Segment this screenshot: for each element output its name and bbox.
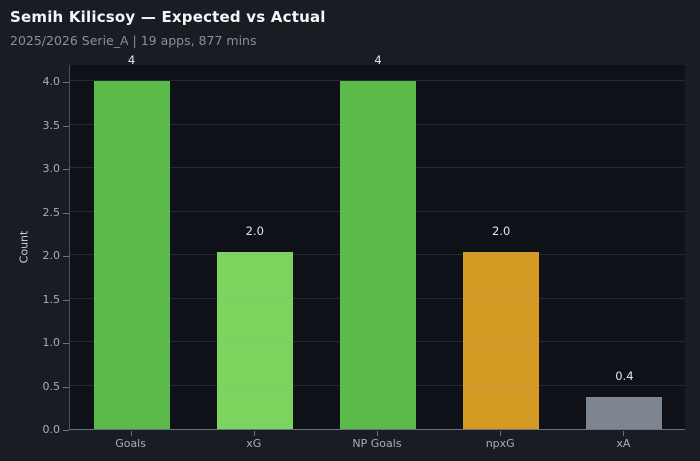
bar-value-label: 2.0 [245,223,264,238]
y-tick-mark [63,256,69,258]
gridline [70,80,685,82]
bar-value-label: 2.0 [492,223,511,238]
y-tick-label: 0.0 [42,423,61,436]
bar-value-label: 0.4 [615,368,634,383]
y-tick-mark [63,299,69,301]
x-tick-label-goals: Goals [115,437,146,450]
x-tick-mark [500,431,502,436]
y-tick-mark [63,125,69,127]
x-tick-label-xg: xG [246,437,262,450]
x-tick-label-npxg: npxG [485,437,515,450]
y-tick-label: 1.5 [42,292,61,306]
x-tick-mark [130,431,132,436]
y-tick-label: 4.0 [42,75,61,89]
bar-goals [93,81,170,429]
x-tick-label-xa: xA [616,437,631,450]
chart-title: Semih Kilicsoy — Expected vs Actual [10,8,326,26]
y-tick-mark [63,169,69,171]
gridline [70,384,685,386]
y-tick-label: 2.5 [42,205,61,219]
bar-xa [586,396,663,429]
bar-value-label: 4 [374,53,382,68]
bar-npxg [463,251,540,429]
y-tick-label: 3.0 [42,162,61,176]
x-tick-mark [623,431,625,436]
gridline [70,210,685,212]
y-tick-label: 2.0 [42,249,61,263]
x-tick-label-np-goals: NP Goals [352,437,402,450]
gridline [70,297,685,299]
y-tick-mark [63,212,69,214]
y-tick-mark [63,343,69,345]
bar-np-goals [340,81,416,429]
y-tick-mark [63,386,69,388]
plot-area: 4 2.0 4 2.0 0.4 [69,53,685,430]
y-tick-mark [63,82,69,84]
chart-subtitle: 2025/2026 Serie_A | 19 apps, 877 mins [10,33,257,48]
y-tick-mark [63,430,69,431]
gridline [70,123,685,125]
y-tick-label: 3.5 [42,118,61,132]
gridline [70,341,685,343]
bar-xg [216,251,293,429]
x-tick-mark [377,431,378,436]
y-tick-label: 1.0 [42,336,61,350]
gridline [70,167,685,169]
gridline [70,254,685,256]
y-tick-label: 0.5 [42,379,61,393]
x-tick-mark [253,431,255,436]
bar-value-label: 4 [127,53,136,68]
